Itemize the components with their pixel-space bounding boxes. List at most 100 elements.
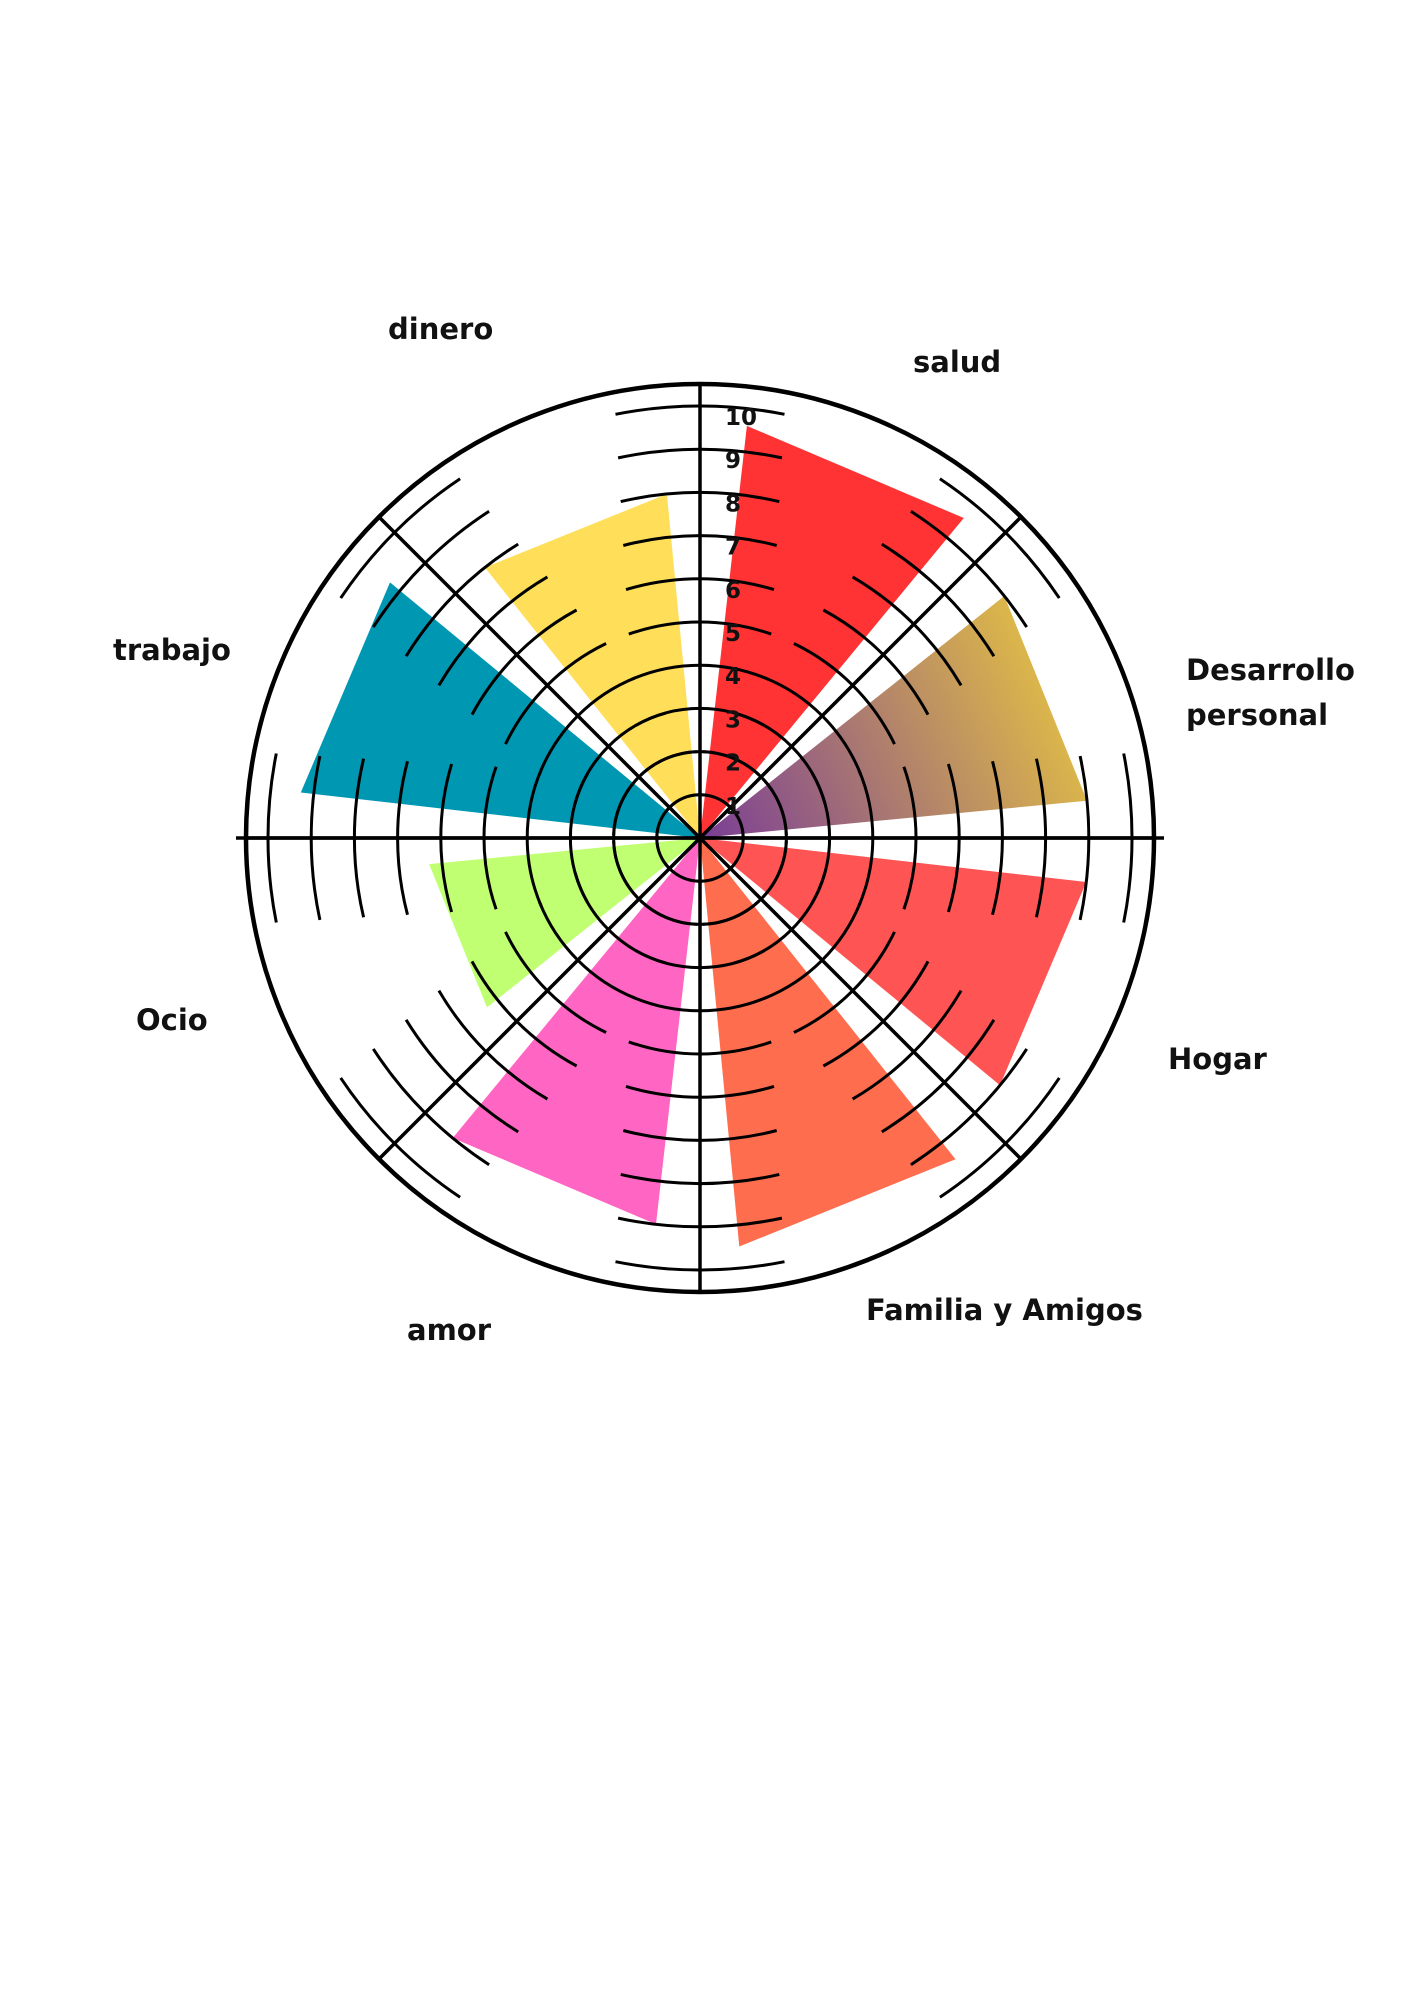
scale-arc: [699, 620, 772, 636]
category-label-salud: salud: [913, 345, 1001, 379]
scale-arc: [1078, 755, 1091, 839]
scale-arc: [622, 534, 701, 547]
scale-arc: [1034, 837, 1048, 918]
scale-arc: [943, 592, 996, 657]
division-line: [698, 515, 1023, 840]
wedge-desarrollo-personal: [700, 596, 1087, 838]
scale-arc: [821, 714, 862, 775]
scale-arc: [763, 676, 824, 717]
wedge-layer: [300, 425, 1087, 1247]
scale-arc: [881, 1081, 946, 1134]
scale-arc: [576, 959, 637, 1000]
scale-arc: [525, 837, 543, 907]
scale-arc: [699, 534, 778, 547]
scale-arc: [470, 653, 518, 716]
scale-arc: [615, 1260, 701, 1272]
scale-arc: [763, 959, 824, 1000]
category-label-dinero: dinero: [388, 312, 493, 346]
scale-arc: [655, 837, 671, 870]
scale-arc: [538, 714, 579, 775]
scale-arc: [857, 837, 875, 907]
scale-number-8: 8: [725, 491, 741, 517]
scale-arc: [620, 490, 701, 504]
scale-arc: [617, 447, 701, 460]
scale-arc: [699, 490, 780, 504]
scale-arc: [699, 1040, 772, 1056]
scale-arc: [612, 775, 640, 836]
scale-arc: [439, 837, 454, 913]
scale-arc: [811, 772, 832, 839]
scale-arc: [702, 750, 763, 778]
scale-arc: [404, 1019, 457, 1084]
scale-arc: [882, 653, 930, 716]
scale-arc: [1004, 531, 1061, 599]
scale-arc: [699, 1129, 778, 1142]
scale-arc: [352, 758, 366, 839]
scale-arc: [637, 898, 698, 926]
scale-arc: [393, 1142, 461, 1199]
scale-arc: [699, 1172, 780, 1186]
wedge-trabajo: [300, 582, 700, 838]
division-line: [377, 836, 702, 1161]
scale-arc: [424, 1111, 490, 1166]
wedge-hogar: [700, 838, 1087, 1086]
division-line: [377, 515, 702, 840]
scale-arc: [851, 1050, 915, 1101]
scale-arc: [424, 510, 490, 565]
scale-arc: [515, 1020, 578, 1068]
wedge-ocio: [429, 838, 700, 1008]
scale-arc: [946, 763, 961, 839]
category-label-trabajo: trabajo: [113, 633, 231, 667]
scale-arc: [910, 510, 976, 565]
scale-arc: [628, 620, 701, 636]
scale-arc: [1004, 1077, 1061, 1145]
scale-arc: [482, 766, 498, 839]
scale-arc: [439, 763, 454, 839]
scale-arc: [470, 960, 518, 1023]
scale-arc: [912, 989, 963, 1053]
grid-layer: [236, 381, 1164, 1295]
scale-arc: [396, 837, 409, 916]
scale-number-9: 9: [725, 448, 741, 474]
scale-number-1: 1: [725, 794, 741, 820]
scale-arc: [1078, 837, 1091, 921]
scale-arc: [902, 766, 918, 839]
scale-arc: [454, 1081, 519, 1134]
scale-arc: [790, 871, 827, 931]
category-label-amor: amor: [407, 1313, 492, 1347]
scale-arc: [393, 477, 461, 534]
scale-arc: [699, 995, 769, 1013]
scale-arc: [699, 1216, 783, 1229]
scale-arc: [525, 769, 543, 839]
scale-arc: [699, 949, 766, 970]
scale-arc: [973, 562, 1028, 628]
scale-arc: [568, 837, 589, 904]
scale-arc: [699, 1260, 785, 1272]
scale-arc: [631, 663, 701, 681]
scale-arc: [637, 750, 698, 778]
scale-arc: [625, 577, 701, 592]
category-label-hogar: Hogar: [1168, 1042, 1268, 1076]
scale-arc: [607, 928, 667, 965]
scale-arc: [851, 931, 896, 992]
scale-arc: [538, 901, 579, 962]
scale-arc: [372, 1048, 427, 1114]
scale-arc: [910, 1111, 976, 1166]
scale-arc: [822, 1020, 885, 1068]
scale-arc: [372, 562, 427, 628]
scale-arc: [266, 753, 278, 839]
scale-number-2: 2: [725, 751, 741, 777]
outer-circle: [243, 381, 1157, 1295]
scale-arc: [700, 793, 732, 809]
scale-arc: [612, 837, 638, 899]
scale-arc: [622, 1129, 701, 1142]
scale-arc: [628, 1040, 701, 1056]
scale-arc: [339, 1077, 396, 1145]
scale-arc: [822, 608, 885, 656]
scale-number-6: 6: [725, 578, 741, 604]
scale-number-5: 5: [725, 621, 741, 647]
scale-arc: [943, 1019, 996, 1084]
category-label-desarrollo-personal: personal: [1186, 698, 1328, 732]
scale-arc: [454, 542, 519, 595]
